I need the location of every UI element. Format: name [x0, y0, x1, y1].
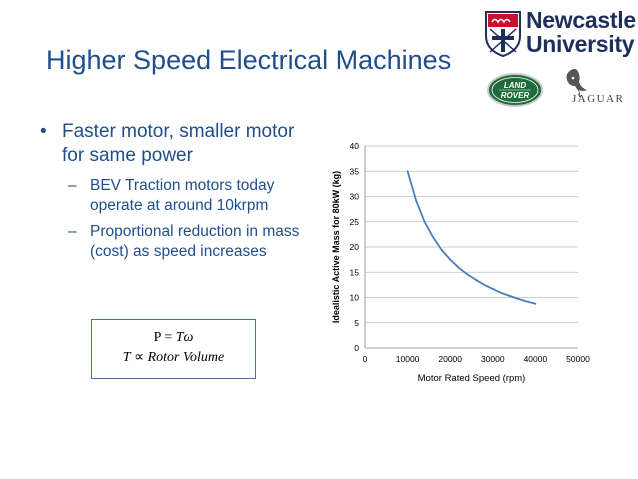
data-point: [440, 249, 443, 251]
x-tick-label: 10000: [396, 354, 420, 364]
chart-grid: [365, 145, 578, 324]
data-point: [500, 292, 503, 294]
data-point: [415, 199, 418, 202]
formula-torque: T: [122, 350, 131, 365]
y-tick-label: 0: [354, 343, 359, 353]
data-point: [525, 300, 528, 303]
y-tick-label: 5: [354, 318, 359, 328]
formula-box: P = Tω T ∝ Rotor Volume: [91, 319, 256, 379]
y-tick-label: 35: [350, 166, 360, 176]
bullet-item: Faster motor, smaller motor for same pow…: [40, 120, 310, 168]
y-tick-label: 40: [350, 141, 360, 151]
data-point: [449, 258, 452, 261]
formula-line-2: T ∝ Rotor Volume: [92, 348, 255, 368]
data-point: [508, 295, 511, 297]
chart-series: [406, 170, 537, 305]
data-point: [491, 288, 494, 290]
x-tick-label: 20000: [438, 354, 462, 364]
data-point: [517, 298, 520, 300]
svg-text:LAND: LAND: [504, 81, 526, 90]
y-tick-label: 20: [350, 242, 360, 252]
y-tick-label: 10: [350, 293, 360, 303]
data-point: [457, 266, 460, 269]
sub-bullet-text: BEV Traction motors today operate at aro…: [90, 177, 275, 214]
newcastle-line1: Newcastle: [526, 7, 636, 33]
formula-line-1: P = Tω: [92, 328, 255, 348]
formula-equals: =: [160, 330, 176, 345]
data-point: [534, 302, 537, 305]
y-tick-label: 30: [350, 192, 360, 202]
newcastle-wordmark: Newcastle University: [526, 8, 636, 56]
sub-bullet-text: Proportional reduction in mass (cost) as…: [90, 223, 300, 260]
data-point: [474, 278, 477, 281]
y-tick-label: 15: [350, 267, 360, 277]
x-tick-label: 50000: [566, 354, 590, 364]
data-point: [466, 273, 469, 276]
formula-proportional: ∝: [130, 350, 148, 365]
x-tick-label: 40000: [524, 354, 548, 364]
bullet-list: Faster motor, smaller motor for same pow…: [40, 120, 310, 262]
data-point: [423, 220, 426, 223]
sub-bullet-item: – Proportional reduction in mass (cost) a…: [68, 223, 300, 260]
land-rover-logo-icon: LAND ROVER: [487, 73, 543, 107]
data-point: [483, 283, 486, 286]
newcastle-line2: University: [526, 31, 635, 57]
sub-bullet-item: – BEV Traction motors today operate at ar…: [68, 177, 275, 214]
svg-text:ROVER: ROVER: [501, 91, 530, 100]
series-line: [406, 171, 536, 305]
data-point: [432, 236, 435, 239]
chart-axes: 0 5 10 15 20 25 30 35 40 0 10000 20000 30000 40000 500…: [350, 141, 591, 364]
formula-rotor-volume: Rotor Volume: [147, 350, 225, 365]
x-tick-label: 0: [363, 354, 368, 364]
newcastle-shield-icon: [485, 11, 521, 58]
slide-title: Higher Speed Electrical Machines: [46, 45, 452, 75]
y-axis-label: Idealistic Active Mass for 80kW (kg): [331, 171, 341, 323]
jaguar-wordmark: JAGUAR: [572, 93, 625, 105]
x-axis-label: Motor Rated Speed (rpm): [418, 373, 526, 384]
formula-power: P: [153, 330, 161, 345]
data-point: [406, 170, 409, 173]
jaguar-logo-icon: [566, 69, 587, 98]
formula-torque-speed: Tω: [175, 330, 194, 345]
x-tick-label: 30000: [481, 354, 505, 364]
y-tick-label: 25: [350, 217, 360, 227]
